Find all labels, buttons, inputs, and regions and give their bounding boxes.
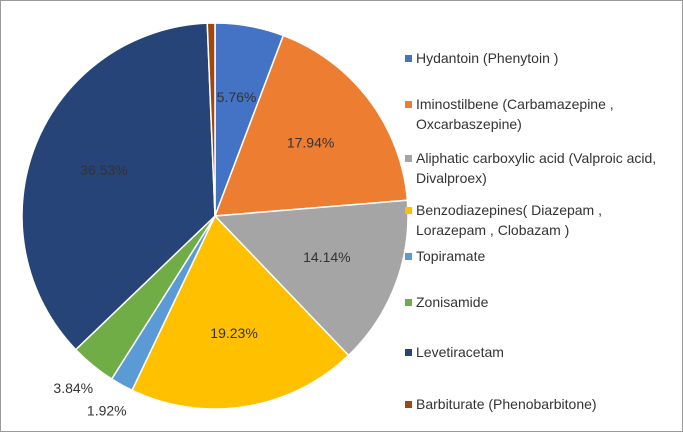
legend-swatch <box>405 155 412 162</box>
pie-slice <box>21 22 216 351</box>
legend-item: Levetiracetam <box>405 342 675 362</box>
data-label: 36.53% <box>80 162 127 178</box>
legend-label: Levetiracetam <box>416 344 504 360</box>
legend-swatch <box>405 55 412 62</box>
pie-slice <box>131 214 350 410</box>
legend-swatch <box>405 253 412 260</box>
legend-item: Iminostilbene (Carbamazepine , Oxcarbasz… <box>405 94 675 134</box>
legend-label: Zonisamide <box>416 294 489 310</box>
legend-label: Benzodiazepines( Diazepam , Lorazepam , … <box>416 202 602 238</box>
data-label: 14.14% <box>303 249 350 265</box>
legend-swatch <box>405 401 412 408</box>
pie-slice <box>213 34 409 217</box>
legend-item: Aliphatic carboxylic acid (Valproic acid… <box>405 148 675 188</box>
legend-label: Aliphatic carboxylic acid (Valproic acid… <box>416 150 657 186</box>
legend-item: Barbiturate (Phenobarbitone) <box>405 394 675 414</box>
data-label: 17.94% <box>287 135 334 151</box>
data-label: 3.84% <box>53 380 93 396</box>
legend-label: Iminostilbene (Carbamazepine , Oxcarbasz… <box>416 96 614 132</box>
legend-label: Topiramate <box>416 248 486 264</box>
legend-swatch <box>405 349 412 356</box>
legend-swatch <box>405 101 412 108</box>
data-label: 19.23% <box>210 325 257 341</box>
pie-slice <box>206 22 216 217</box>
legend-item: Zonisamide <box>405 292 675 312</box>
legend-label: Barbiturate (Phenobarbitone) <box>416 396 597 412</box>
legend-item: Topiramate <box>405 246 675 266</box>
legend-label: Hydantoin (Phenytoin ) <box>416 50 559 66</box>
data-label: 5.76% <box>217 89 257 105</box>
legend-swatch <box>405 207 412 214</box>
legend-item: Hydantoin (Phenytoin ) <box>405 48 675 68</box>
data-label: 1.92% <box>87 403 127 419</box>
legend-swatch <box>405 299 412 306</box>
legend-item: Benzodiazepines( Diazepam , Lorazepam , … <box>405 200 675 240</box>
